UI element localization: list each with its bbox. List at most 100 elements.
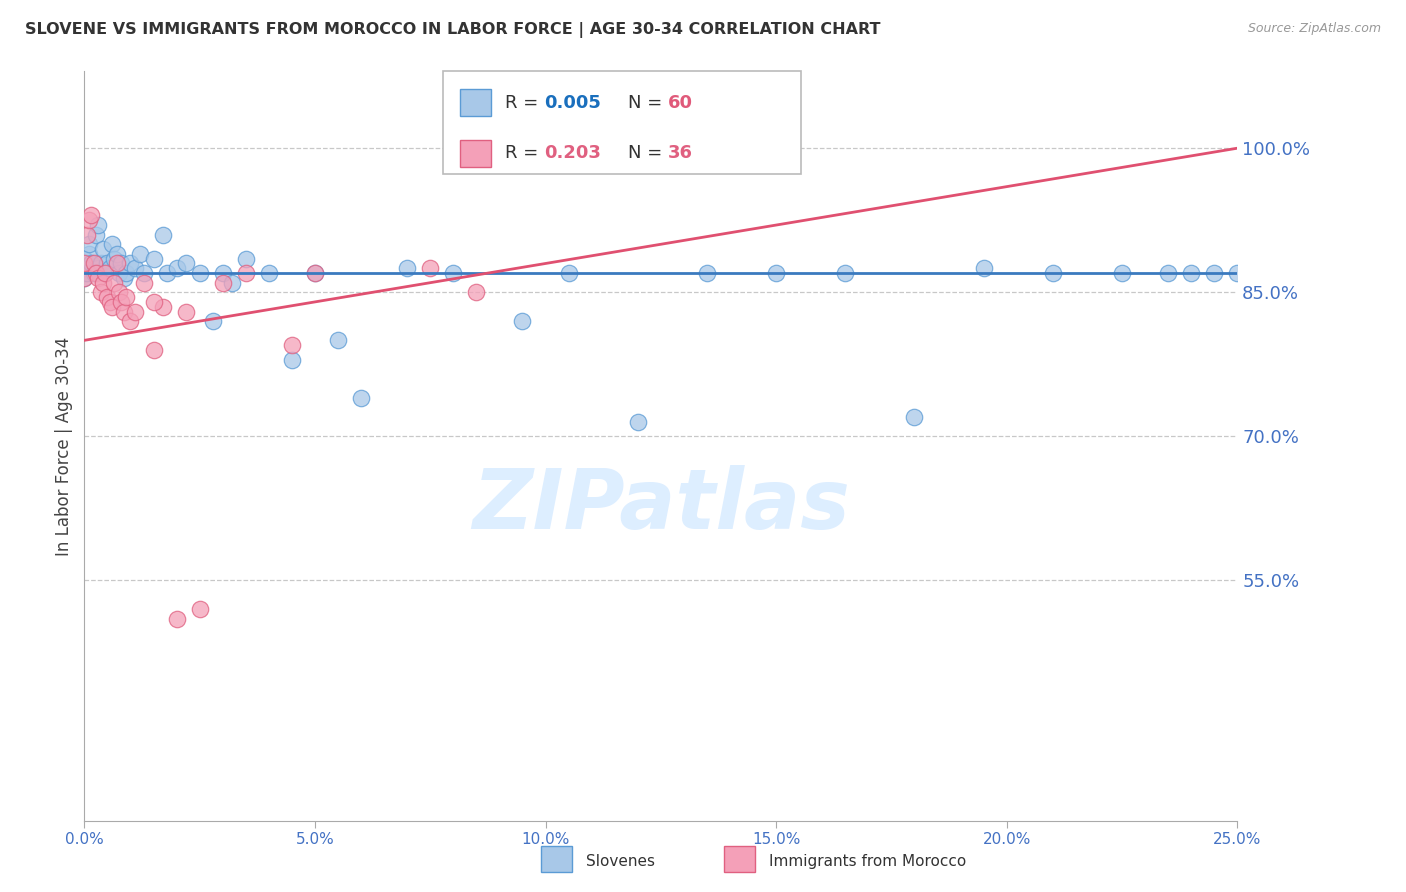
Point	[73, 256, 96, 270]
Point	[152, 300, 174, 314]
Point	[202, 314, 225, 328]
Text: ZIPatlas: ZIPatlas	[472, 466, 849, 547]
Point	[211, 266, 233, 280]
Point	[1180, 266, 1202, 280]
Point	[973, 261, 995, 276]
Point	[103, 252, 125, 266]
Point	[134, 266, 156, 280]
Point	[326, 334, 349, 348]
Point	[765, 266, 787, 280]
Point	[110, 256, 132, 270]
Point	[87, 218, 110, 232]
Text: R =: R =	[505, 94, 544, 112]
Point	[304, 266, 326, 280]
Point	[80, 256, 103, 270]
Point	[105, 247, 128, 261]
Point	[87, 271, 110, 285]
Text: Source: ZipAtlas.com: Source: ZipAtlas.com	[1247, 22, 1381, 36]
Text: R =: R =	[505, 145, 544, 162]
Point	[108, 285, 131, 300]
Point	[101, 300, 124, 314]
Point	[124, 261, 146, 276]
Point	[115, 266, 138, 280]
Point	[120, 256, 142, 270]
Point	[112, 304, 135, 318]
Text: SLOVENE VS IMMIGRANTS FROM MOROCCO IN LABOR FORCE | AGE 30-34 CORRELATION CHART: SLOVENE VS IMMIGRANTS FROM MOROCCO IN LA…	[25, 22, 880, 38]
Point	[304, 266, 326, 280]
Point	[73, 261, 96, 276]
Point	[76, 266, 98, 280]
Point	[142, 294, 165, 309]
Point	[174, 256, 197, 270]
Point	[73, 271, 96, 285]
Point	[134, 276, 156, 290]
Point	[350, 391, 373, 405]
Point	[84, 266, 107, 280]
Point	[120, 314, 142, 328]
Point	[77, 247, 100, 261]
Point	[1204, 266, 1226, 280]
Point	[188, 266, 211, 280]
Point	[96, 290, 118, 304]
Point	[128, 247, 150, 261]
Text: Immigrants from Morocco: Immigrants from Morocco	[769, 855, 966, 869]
Point	[77, 237, 100, 252]
Point	[80, 209, 103, 223]
Point	[188, 602, 211, 616]
Point	[257, 266, 280, 280]
Point	[124, 304, 146, 318]
Point	[87, 261, 110, 276]
Point	[108, 266, 131, 280]
Point	[84, 227, 107, 242]
Point	[89, 285, 111, 300]
Point	[152, 227, 174, 242]
Point	[174, 304, 197, 318]
Point	[76, 227, 98, 242]
Point	[101, 237, 124, 252]
Text: 0.203: 0.203	[544, 145, 600, 162]
Point	[83, 256, 105, 270]
Text: Slovenes: Slovenes	[586, 855, 655, 869]
Point	[96, 256, 118, 270]
Point	[281, 352, 304, 367]
Point	[696, 266, 718, 280]
Text: 60: 60	[668, 94, 693, 112]
Y-axis label: In Labor Force | Age 30-34: In Labor Force | Age 30-34	[55, 336, 73, 556]
Point	[73, 252, 96, 266]
Point	[235, 266, 257, 280]
Point	[1111, 266, 1133, 280]
Point	[441, 266, 464, 280]
Point	[235, 252, 257, 266]
Point	[903, 410, 925, 425]
Point	[834, 266, 856, 280]
Point	[98, 261, 121, 276]
Point	[73, 266, 96, 280]
Point	[91, 242, 114, 256]
Point	[91, 276, 114, 290]
Point	[115, 290, 138, 304]
Point	[211, 276, 233, 290]
Point	[112, 271, 135, 285]
Point	[94, 266, 117, 280]
Point	[89, 256, 111, 270]
Point	[1042, 266, 1064, 280]
Point	[73, 256, 96, 270]
Text: 0.005: 0.005	[544, 94, 600, 112]
Point	[512, 146, 534, 161]
Text: 36: 36	[668, 145, 693, 162]
Point	[110, 294, 132, 309]
Point	[465, 285, 488, 300]
Text: N =: N =	[628, 145, 668, 162]
Point	[1157, 266, 1180, 280]
Point	[627, 415, 650, 429]
Point	[94, 266, 117, 280]
Point	[103, 276, 125, 290]
Point	[105, 256, 128, 270]
Point	[98, 294, 121, 309]
Point	[83, 266, 105, 280]
Point	[557, 266, 579, 280]
Point	[166, 261, 188, 276]
Point	[396, 261, 419, 276]
Point	[281, 338, 304, 352]
Point	[156, 266, 179, 280]
